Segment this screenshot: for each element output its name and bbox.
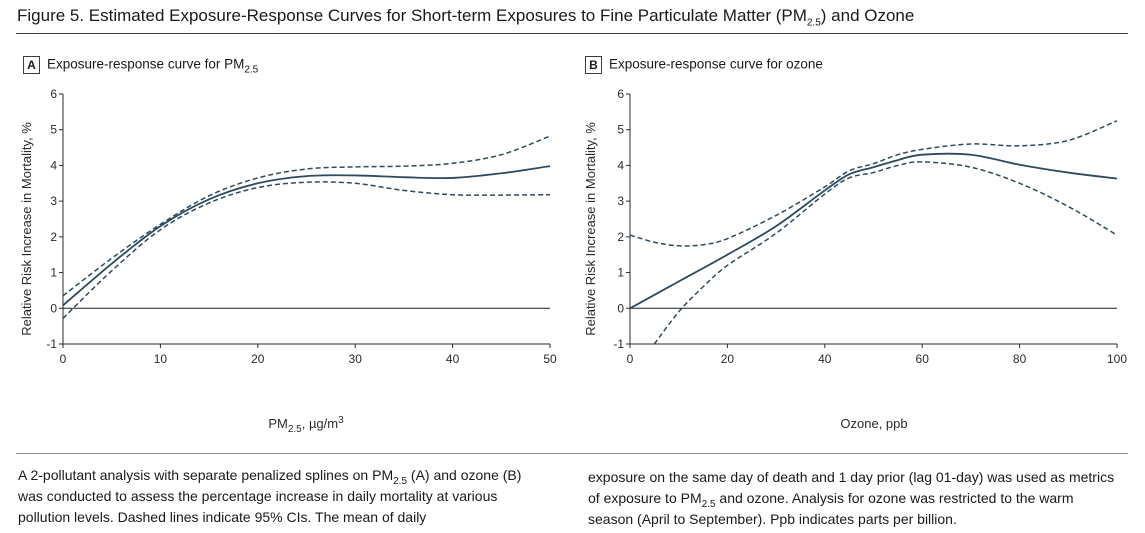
panel-a-x-tick-label: 10 xyxy=(154,352,168,366)
panel-b-y-tick-label: -1 xyxy=(613,337,624,351)
panel-b-x-tick-label: 80 xyxy=(1013,352,1027,366)
panel-b-y-tick-label: 4 xyxy=(617,158,624,172)
caption-right: exposure on the same day of death and 1 … xyxy=(588,469,1115,527)
panel-a-y-tick-label: 6 xyxy=(50,87,57,101)
panel-b-x-tick-label: 60 xyxy=(916,352,930,366)
caption-left: A 2-pollutant analysis with separate pen… xyxy=(18,467,522,525)
panel-a-x-tick-label: 20 xyxy=(251,352,265,366)
panel-a-chart: Relative Risk Increase in Mortality, % P… xyxy=(19,87,557,435)
panel-a-title-sub: 2.5 xyxy=(244,64,259,76)
panel-b-x-tick-label: 100 xyxy=(1107,352,1127,366)
panel-b-y-tick-label: 0 xyxy=(617,301,624,315)
panel-a-ylabel: Relative Risk Increase in Mortality, % xyxy=(19,122,34,336)
panel-a-x-tick-label: 40 xyxy=(446,352,460,366)
panel-a-estimate-line xyxy=(63,165,550,307)
panel-b-lower-ci-line xyxy=(653,161,1117,344)
panel-a-x-tick-label: 0 xyxy=(60,352,67,366)
panel-b-title: Exposure-response curve for ozone xyxy=(609,56,823,72)
panel-b-y-tick-label: 6 xyxy=(617,87,624,101)
panel-b-upper-ci-line xyxy=(630,120,1117,247)
panel-b-chart: Relative Risk Increase in Mortality, % O… xyxy=(583,87,1127,431)
panel-b-heading: B Exposure-response curve for ozone xyxy=(585,56,823,74)
panel-a-title: Exposure-response curve for PM xyxy=(47,56,245,72)
figure-title: Figure 5. Estimated Exposure-Response Cu… xyxy=(17,6,915,29)
panel-a-y-tick-label: 1 xyxy=(50,266,57,280)
panel-b-y-tick-label: 2 xyxy=(617,230,624,244)
panel-a-y-tick-label: 3 xyxy=(50,194,57,208)
panel-b-letter: B xyxy=(585,56,602,74)
panel-b: B Exposure-response curve for ozone Relat… xyxy=(564,34,1127,452)
panel-a-y-tick-label: -1 xyxy=(46,337,57,351)
panel-a-y-tick-label: 4 xyxy=(50,158,57,172)
panel-a-x-tick-label: 30 xyxy=(349,352,363,366)
panel-a-letter: A xyxy=(23,56,40,74)
panel-b-ylabel: Relative Risk Increase in Mortality, % xyxy=(583,122,598,336)
panel-a: A Exposure-response curve for PM2.5 Relat… xyxy=(0,34,560,452)
panel-a-y-tick-label: 0 xyxy=(50,301,57,315)
panel-b-x-tick-label: 0 xyxy=(627,352,634,366)
panel-a-y-tick-label: 5 xyxy=(50,123,57,137)
panel-a-lower-ci-line xyxy=(63,181,550,319)
top-rule xyxy=(16,33,1128,34)
panel-b-xlabel: Ozone, ppb xyxy=(840,416,907,431)
panel-a-x-tick-label: 50 xyxy=(543,352,557,366)
panel-b-y-tick-label: 3 xyxy=(617,194,624,208)
panel-a-y-tick-label: 2 xyxy=(50,230,57,244)
panel-b-x-tick-label: 40 xyxy=(818,352,832,366)
panel-a-heading: A Exposure-response curve for PM2.5 xyxy=(23,56,259,76)
panel-b-estimate-line xyxy=(630,152,1117,310)
panel-a-upper-ci-line xyxy=(63,135,550,297)
caption-rule xyxy=(16,453,1128,454)
panel-a-xlabel: PM2.5, µg/m3 xyxy=(268,415,344,435)
panel-b-x-tick-label: 20 xyxy=(721,352,735,366)
panel-b-y-tick-label: 5 xyxy=(617,123,624,137)
panel-b-y-tick-label: 1 xyxy=(617,266,624,280)
